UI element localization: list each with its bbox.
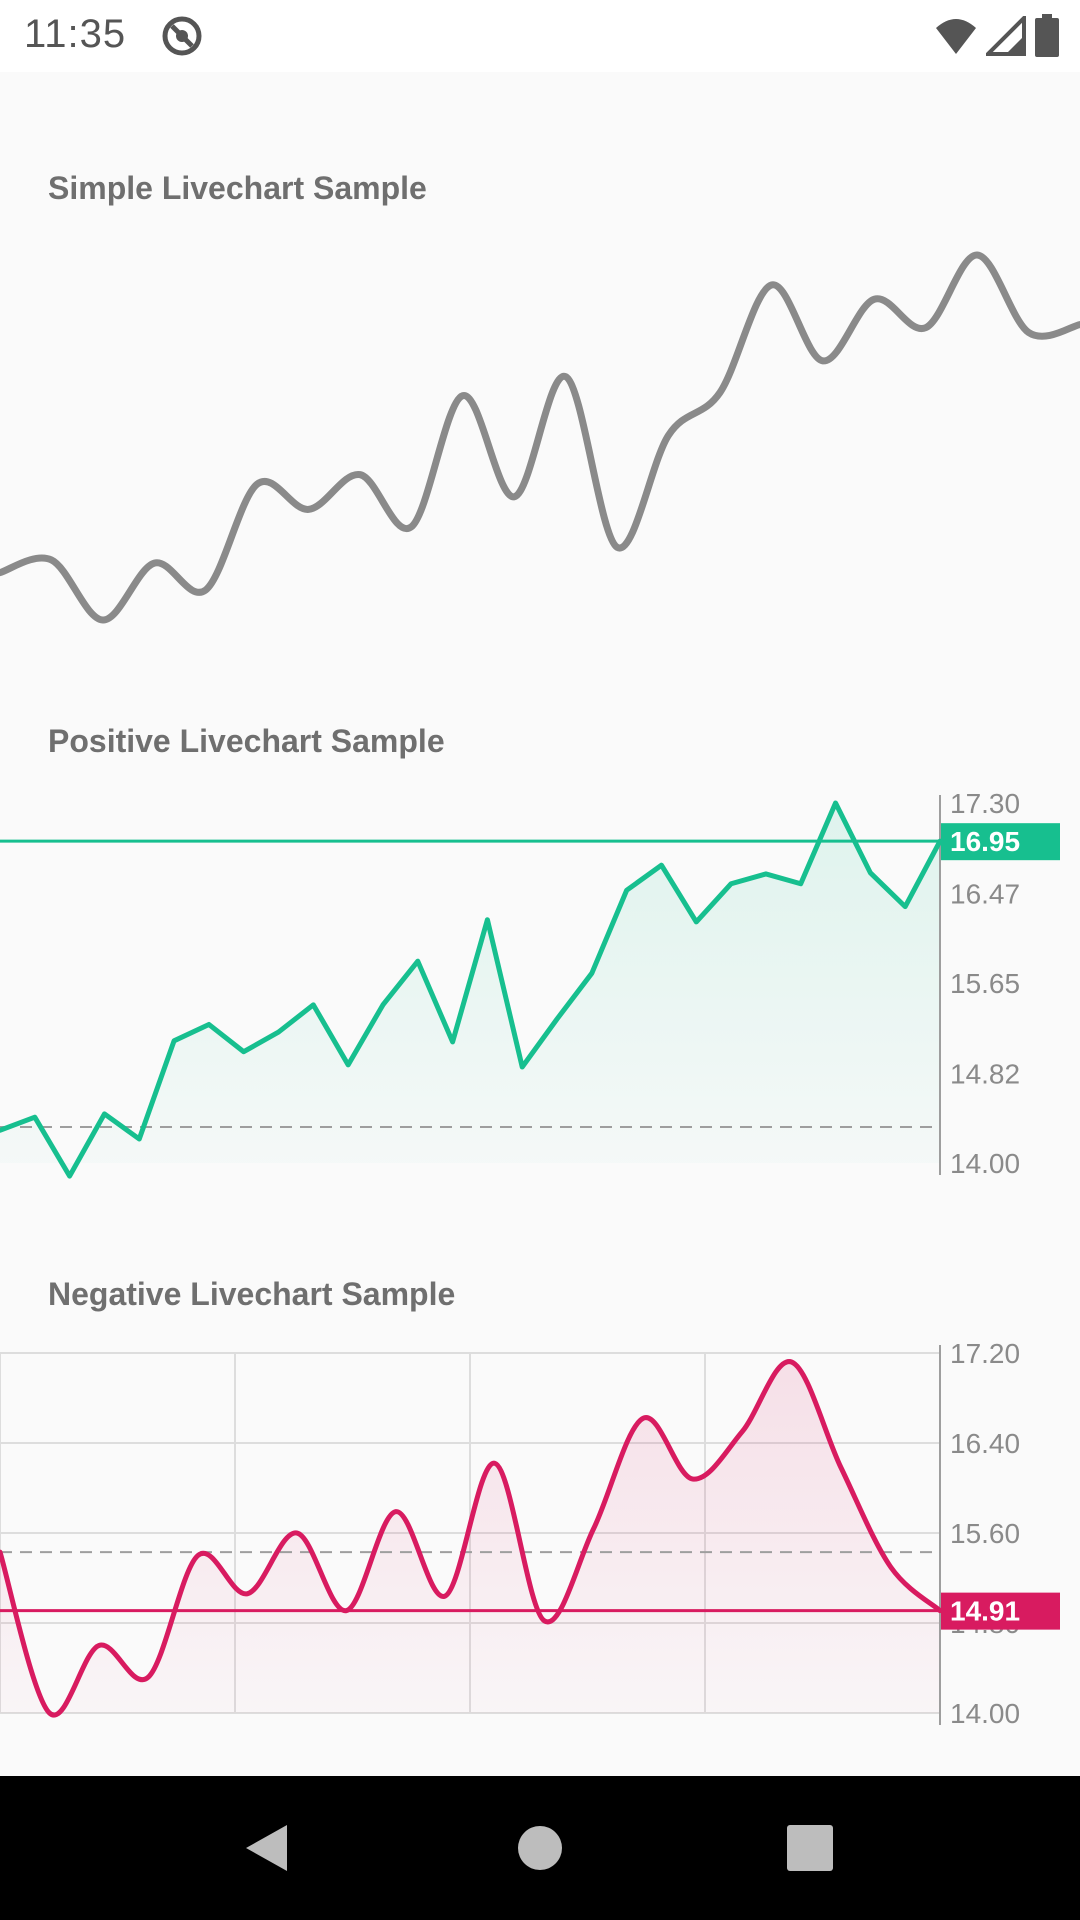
positive-y-tick-3: 14.82 [950, 1059, 1020, 1090]
positive-series-line [0, 800, 943, 1179]
back-icon [246, 1825, 287, 1871]
app-notification-icon [160, 14, 204, 63]
home-button[interactable] [480, 1776, 600, 1920]
simple-chart-title: Simple Livechart Sample [48, 170, 427, 206]
recents-button[interactable] [750, 1776, 870, 1920]
positive-current-value-text: 16.95 [950, 826, 1020, 857]
navigation-bar [0, 1776, 1080, 1920]
home-icon [518, 1826, 562, 1870]
positive-livechart: 17.30 16.47 15.65 14.82 14.00 16.95 [0, 790, 1060, 1179]
negative-area-fill [0, 1361, 940, 1716]
negative-y-tick-1: 16.40 [950, 1428, 1020, 1459]
back-button[interactable] [207, 1776, 327, 1920]
negative-series-line [0, 1359, 943, 1718]
negative-y-tick-2: 15.60 [950, 1518, 1020, 1549]
positive-y-tick-2: 15.65 [950, 968, 1020, 999]
positive-current-value-badge [941, 823, 1060, 861]
positive-y-tick-1: 16.47 [950, 879, 1020, 910]
battery-icon [1034, 14, 1060, 63]
simple-livechart [0, 251, 1080, 624]
recents-icon [787, 1825, 833, 1871]
status-time: 11:35 [24, 12, 127, 56]
simple-series-line [0, 251, 1080, 624]
positive-y-tick-4: 14.00 [950, 1148, 1020, 1179]
negative-current-value-badge [941, 1592, 1060, 1630]
positive-y-tick-0: 17.30 [950, 790, 1020, 819]
negative-y-tick-4: 14.00 [950, 1698, 1020, 1729]
negative-current-value-text: 14.91 [950, 1596, 1020, 1627]
signal-icon [983, 13, 1026, 61]
positive-chart-title: Positive Livechart Sample [48, 723, 445, 759]
negative-y-tick-0: 17.20 [950, 1340, 1020, 1369]
wifi-icon [934, 16, 978, 61]
negative-chart-title: Negative Livechart Sample [48, 1276, 456, 1312]
status-bar: 11:35 [0, 0, 1080, 72]
